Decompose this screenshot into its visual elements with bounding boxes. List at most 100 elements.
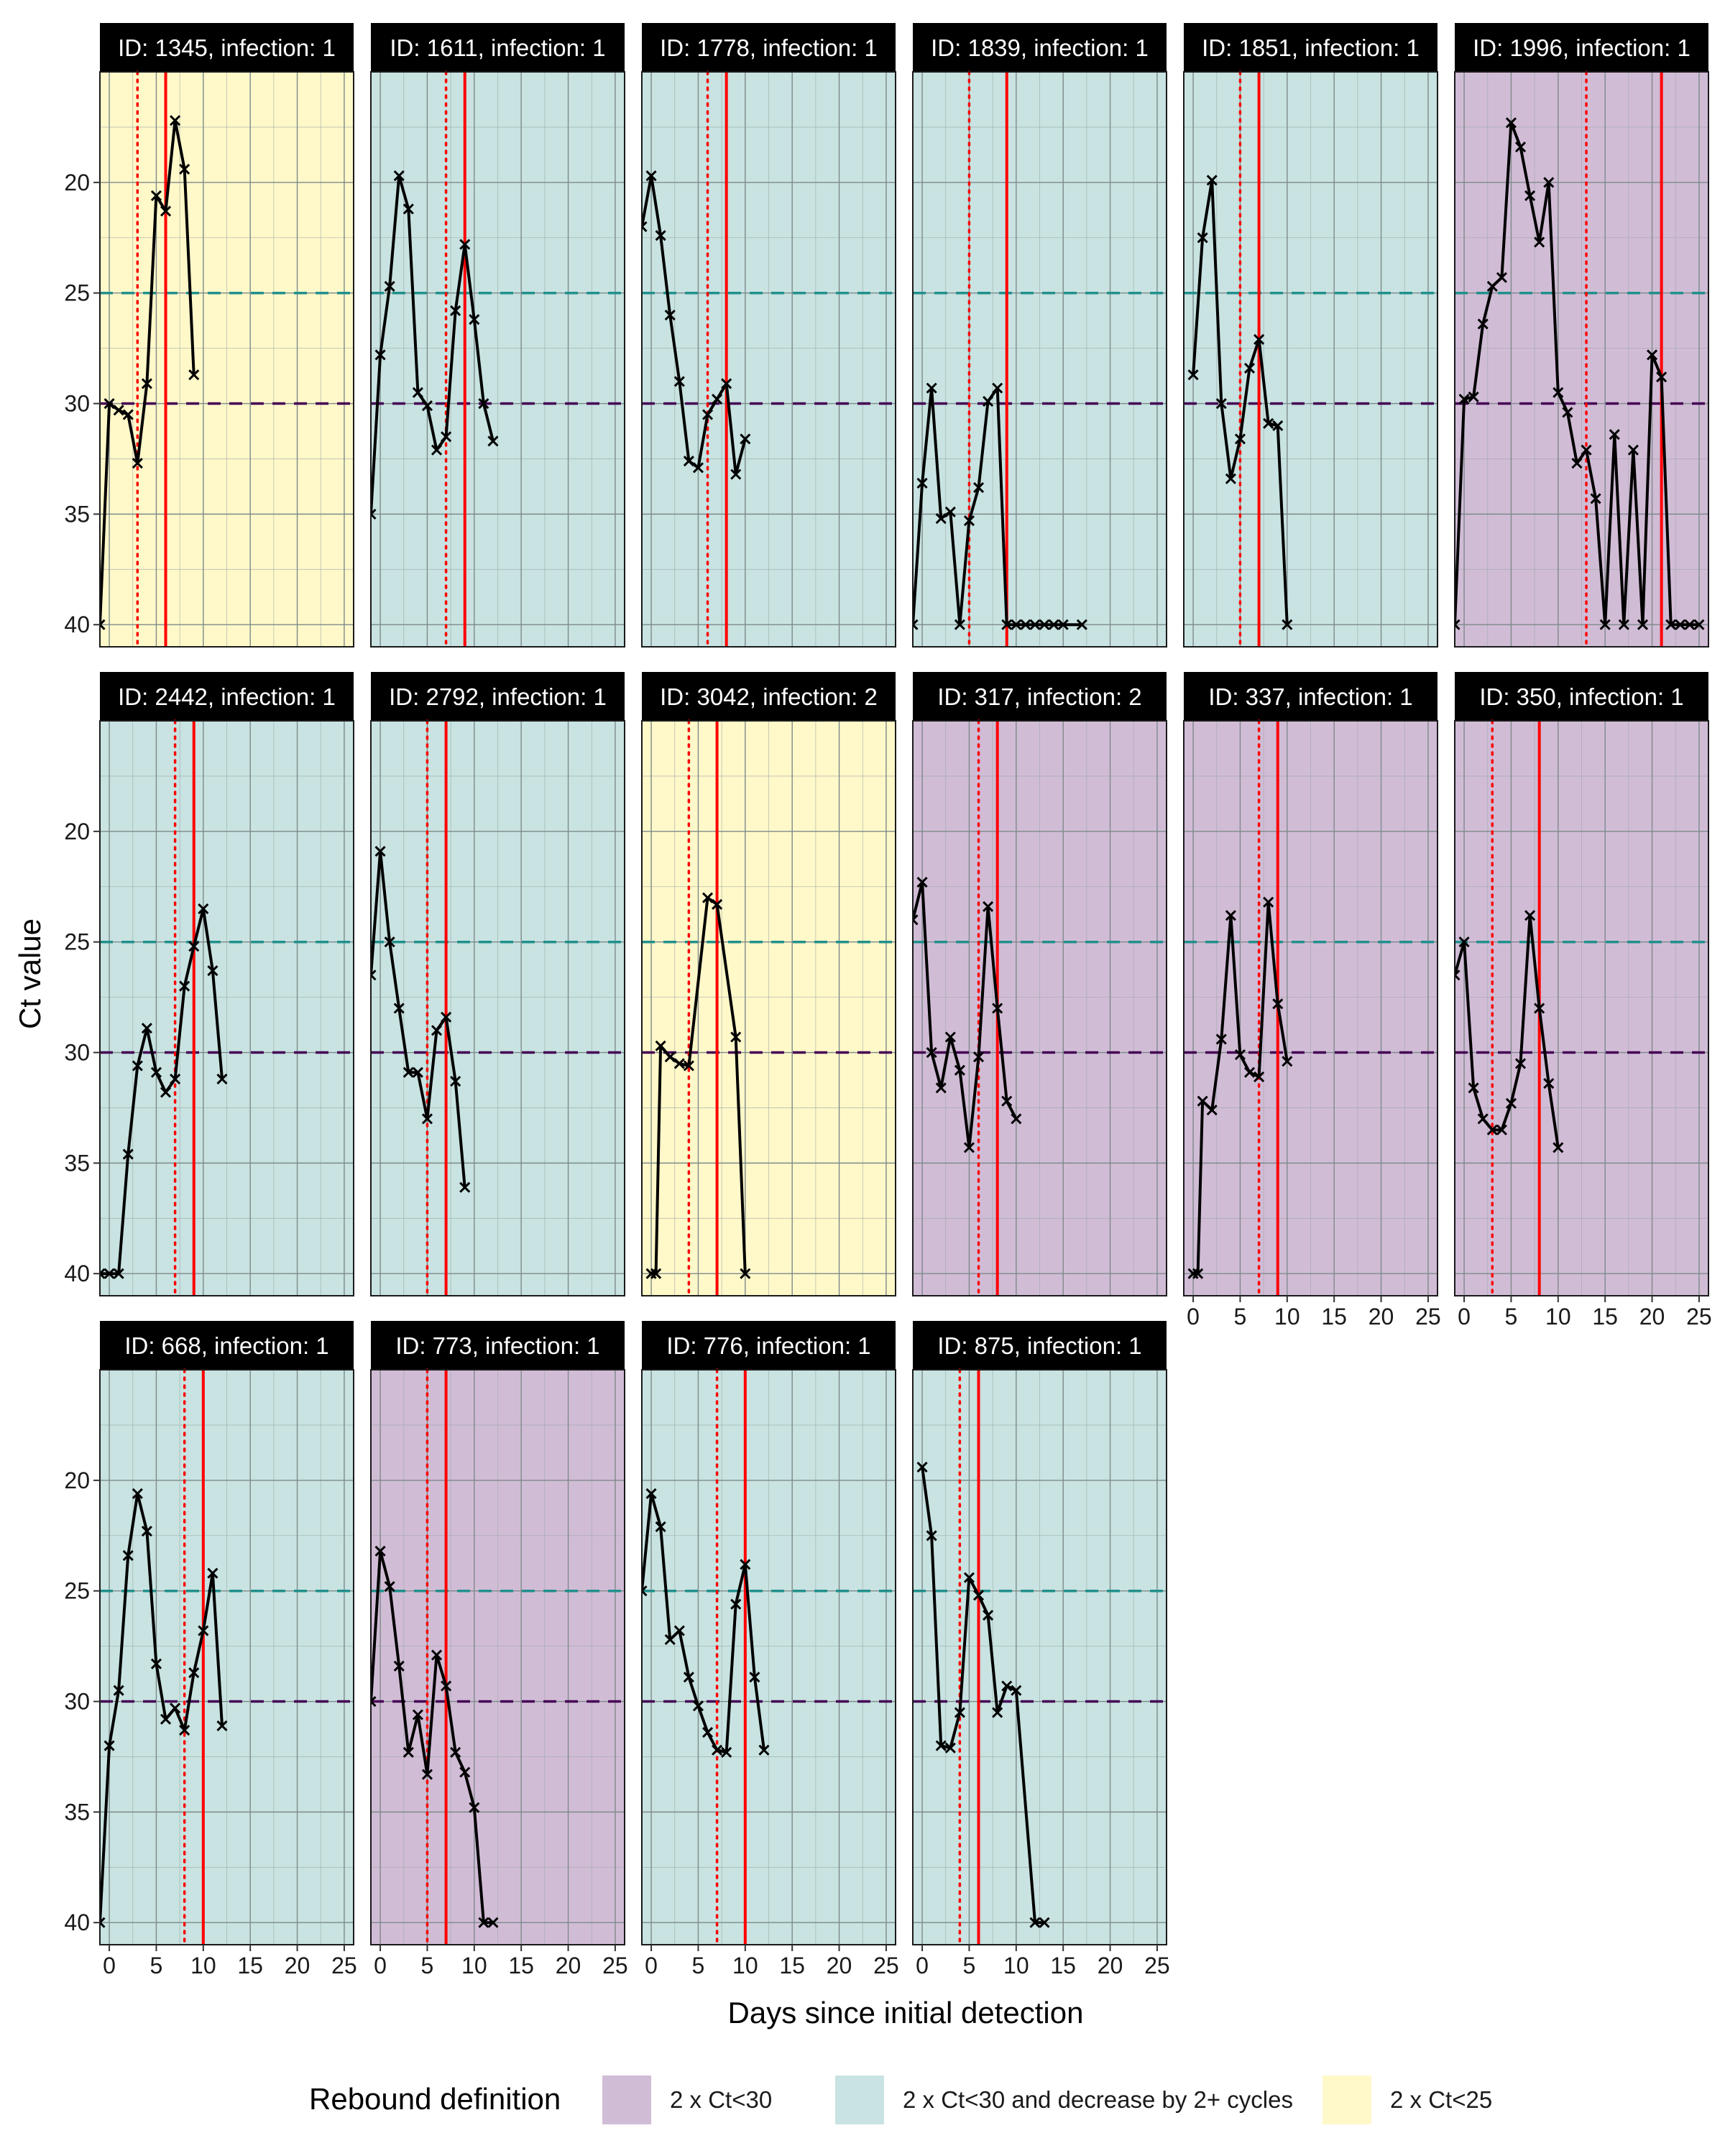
x-tick-label: 0: [1187, 1304, 1200, 1330]
ct-point: [459, 239, 471, 250]
x-tick-label: 25: [1144, 1953, 1170, 1978]
ct-point: [730, 1031, 742, 1043]
ct-point: [1282, 1056, 1293, 1067]
ct-point: [478, 1917, 489, 1928]
ct-point: [1496, 272, 1507, 283]
ct-point: [740, 1559, 751, 1570]
facet-border: [641, 720, 896, 1296]
legend-label: 2 x Ct<25: [1390, 2086, 1492, 2113]
x-tick-label: 0: [374, 1953, 387, 1978]
ct-point: [132, 1060, 143, 1072]
y-tick-label: 40: [64, 612, 90, 637]
x-tick-label: 5: [421, 1953, 434, 1978]
ct-point: [141, 378, 152, 390]
ct-point: [1637, 619, 1649, 630]
series: [371, 170, 499, 520]
ct-point: [1477, 1113, 1489, 1125]
ct-point: [1618, 619, 1629, 630]
x-tick-label: 25: [1686, 1304, 1712, 1330]
facet-panel: ID: 1345, infection: 1: [99, 23, 354, 648]
facet-border: [99, 71, 354, 648]
series: [371, 845, 471, 1193]
ct-point: [1552, 387, 1564, 398]
ct-point: [1001, 1680, 1013, 1692]
ct-point: [1057, 619, 1069, 630]
ct-point: [170, 1073, 181, 1085]
facet-strip: [100, 672, 354, 721]
ct-point: [712, 393, 723, 405]
axes-layer: 20 25 30 35 40 20 25 30 35 40 0 5 10 15 20 25 0 5 10 15 20 25…: [64, 170, 1711, 1978]
ct-point: [160, 206, 172, 217]
ct-point: [1225, 473, 1236, 484]
ct-point: [1496, 1124, 1507, 1135]
ct-point: [113, 405, 124, 416]
series: [100, 115, 200, 630]
series: [916, 1461, 1050, 1928]
ct-point: [1514, 142, 1527, 153]
facet-title: ID: 2792, infection: 1: [389, 683, 607, 710]
ct-series-line: [1193, 900, 1289, 1276]
ct-point: [170, 115, 181, 126]
legend-label: 2 x Ct<30: [670, 2086, 772, 2113]
facet-panel: ID: 875, infection: 1: [912, 1321, 1167, 1946]
ct-point: [1458, 936, 1470, 948]
ct-point: [1243, 1067, 1256, 1078]
x-tick-label: 20: [556, 1953, 581, 1978]
facet-panel: ID: 3042, infection: 2: [641, 672, 896, 1297]
ct-point: [721, 378, 732, 390]
x-tick-label: 10: [190, 1953, 216, 1978]
ct-series-line: [642, 1492, 765, 1754]
ct-point: [673, 376, 685, 387]
facet-border: [641, 71, 896, 648]
ct-point: [1254, 1071, 1265, 1082]
ct-point: [1675, 619, 1686, 630]
facet-strip: [100, 1321, 354, 1370]
ct-point: [487, 436, 499, 447]
ct-point: [1543, 1078, 1555, 1089]
ct-point: [421, 400, 433, 412]
x-tick-label: 20: [285, 1953, 310, 1978]
ct-point: [1646, 349, 1658, 361]
ct-point: [150, 1067, 162, 1078]
facet-border: [370, 720, 625, 1296]
ct-point: [983, 1609, 994, 1621]
ct-point: [645, 170, 657, 182]
x-tick-label: 15: [779, 1953, 805, 1978]
ct-point: [141, 1023, 152, 1034]
legend-title: Rebound definition: [309, 2082, 561, 2116]
ct-point: [132, 1488, 143, 1499]
ct-point: [1486, 280, 1498, 292]
ct-point: [132, 458, 143, 469]
ct-point: [683, 455, 694, 467]
ct-point: [1534, 1003, 1545, 1014]
ct-point: [935, 512, 947, 525]
ct-point: [954, 1707, 965, 1718]
ct-point: [673, 1058, 685, 1069]
y-tick-label: 40: [64, 1261, 90, 1286]
ct-point: [983, 900, 994, 913]
ct-point: [104, 1740, 115, 1751]
ct-point: [431, 1649, 443, 1661]
facet-title: ID: 1996, infection: 1: [1473, 34, 1690, 61]
ct-point: [459, 1766, 471, 1778]
ct-point: [913, 619, 919, 630]
ct-point: [371, 508, 377, 520]
ct-point: [1468, 1082, 1479, 1094]
series: [645, 892, 751, 1279]
ct-point: [207, 965, 218, 977]
ct-point: [992, 382, 1003, 394]
ct-point: [673, 1625, 685, 1636]
y-tick-label: 25: [64, 929, 90, 955]
y-tick-label: 30: [64, 1040, 90, 1066]
ct-point: [216, 1073, 228, 1085]
x-tick-label: 15: [1050, 1953, 1076, 1978]
facet-panel: ID: 337, infection: 1: [1183, 672, 1438, 1297]
ct-point: [664, 309, 676, 321]
series: [913, 382, 1087, 630]
facet-strip: [371, 23, 625, 72]
facet-border: [99, 1369, 354, 1945]
ct-point: [1684, 619, 1696, 630]
x-tick-label: 0: [916, 1953, 929, 1978]
facet-title: ID: 350, infection: 1: [1479, 683, 1683, 710]
series: [1187, 896, 1293, 1279]
